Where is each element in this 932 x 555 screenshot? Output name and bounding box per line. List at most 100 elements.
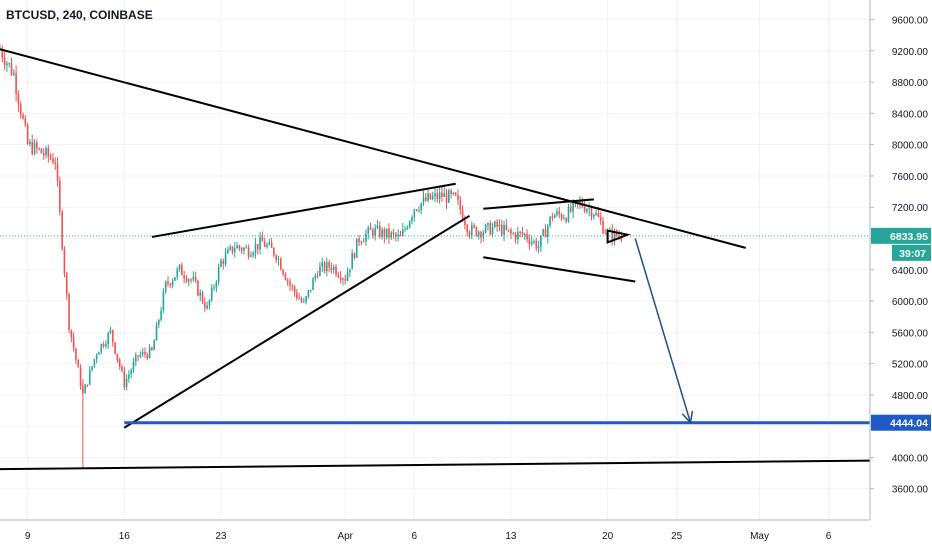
candle-body [79,367,82,387]
candle-body [353,253,356,258]
candle-body [296,292,298,299]
candle-body [293,286,296,293]
candle-body [303,301,305,303]
candle-body [233,248,236,253]
candle-body [197,280,199,296]
candle-body [487,222,489,225]
candle-body [452,192,455,195]
candle-body [491,226,494,235]
candle-body [118,359,121,367]
candle-body [240,248,243,251]
candle-body [3,58,6,66]
candle-body [312,278,314,290]
candle-body [45,148,47,156]
candle-body [61,211,63,249]
candle-body [521,232,524,235]
candle-body [448,190,450,203]
candle-body [349,269,351,273]
candle-body [279,258,282,270]
candle-body [259,237,261,250]
candle-body [332,266,335,271]
candle-body [618,235,620,237]
candle-body [268,242,271,245]
candle-body [144,351,146,355]
candle-body [503,224,505,235]
y-tick-label: 8800.00 [892,78,929,89]
candle-body [374,227,376,236]
candle-body [243,248,245,251]
x-tick-label: 6 [412,531,418,542]
candle-body [70,330,73,337]
drawings [0,48,871,471]
candle-body [342,278,344,280]
symbol-title: BTCUSD, 240, COINBASE [6,8,153,22]
candle-body [560,214,563,219]
candle-body [250,255,252,257]
candle-body [586,209,588,212]
descending-trendline [0,48,746,249]
candle-body [137,355,139,357]
candle-body [590,208,593,217]
candle-body [595,212,597,215]
projection-arrow-head [681,410,694,425]
candle-body [418,210,420,212]
candle-body [599,216,602,222]
candle-body [183,275,185,279]
candle-body [229,246,231,250]
candle-body [162,291,165,311]
candle-body [466,225,469,233]
candle-body [15,73,17,94]
candle-body [236,245,238,249]
candle-body [148,347,151,358]
candle-body [1,49,4,59]
candle-body [284,274,287,280]
candle-body [109,329,112,333]
current-price-badge [871,227,931,244]
candle-body [344,278,347,281]
candle-body [307,290,310,297]
candle-body [381,229,383,237]
y-tick-label: 5600.00 [892,328,929,339]
candle-body [68,294,70,331]
candle-body [91,366,93,371]
candle-body [464,220,466,226]
candle-body [171,280,174,286]
candle-body [551,216,554,218]
candle-body [139,354,142,357]
candle-body [431,196,434,199]
candle-body [194,276,197,281]
candle-body [328,262,330,268]
candle-body [378,225,381,237]
candle-body [346,272,349,281]
y-tick-label: 8000.00 [892,141,929,152]
candle-body [408,221,411,228]
candle-body [176,269,179,278]
candle-body [454,192,457,196]
candle-body [383,229,386,238]
candle-body [517,231,519,240]
candles [0,44,623,469]
y-tick-label: 7200.00 [892,203,929,214]
candle-body [13,73,15,75]
candle-body [316,275,319,277]
candle-body [569,206,572,212]
candle-body [277,258,280,260]
x-tick-label: 6 [826,531,832,542]
candle-body [40,148,43,154]
x-tick-label: Apr [337,531,353,542]
candle-body [558,211,561,215]
candle-body [369,227,372,230]
candle-body [427,193,429,201]
candle-body [335,266,337,275]
candle-body [158,319,160,325]
countdown-label: 39:07 [899,248,926,260]
candle-body [270,242,273,248]
candle-body [323,262,326,272]
candle-body [59,180,61,212]
candle-body [477,232,480,236]
candle-body [98,352,100,355]
candle-body [261,237,264,242]
candle-body [116,353,119,360]
candle-body [300,298,303,302]
